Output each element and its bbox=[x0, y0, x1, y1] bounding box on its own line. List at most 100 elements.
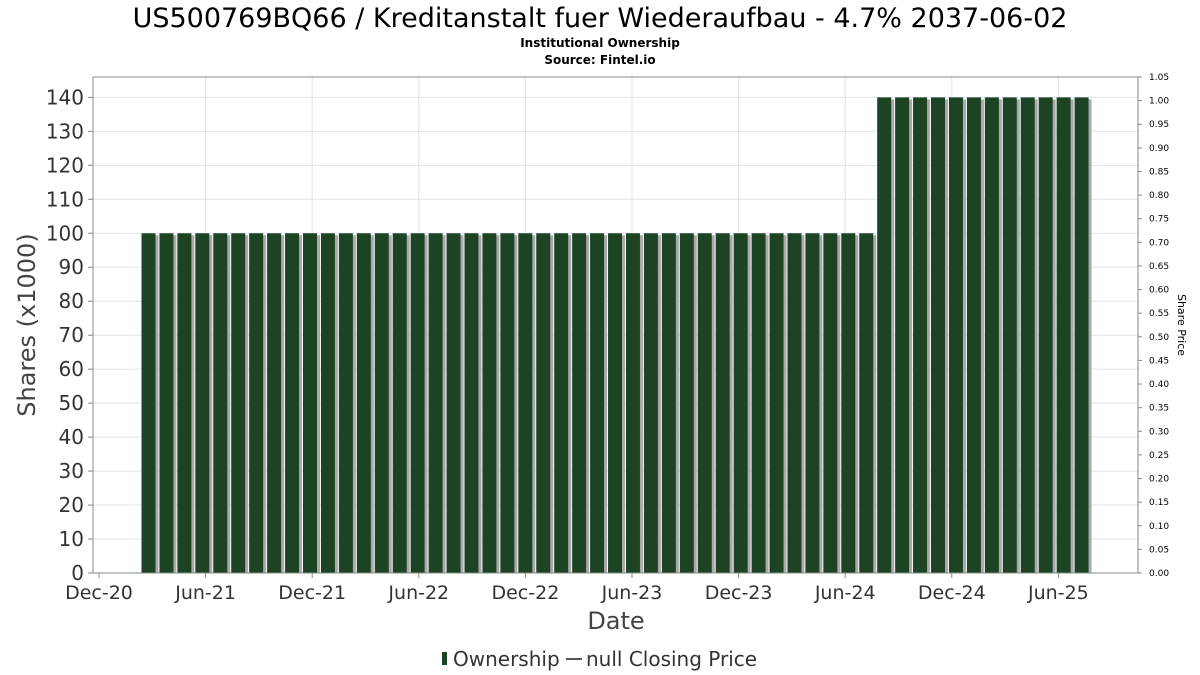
bar-ownership bbox=[392, 233, 407, 573]
y2-tick-label: 0.20 bbox=[1149, 475, 1169, 485]
y-axis-ticks: 0 10 20 30 40 50 60 70 80 90 100 110 120 130 140 bbox=[46, 85, 93, 585]
y2-tick-label: 0.95 bbox=[1149, 120, 1169, 130]
bar-ownership bbox=[302, 233, 317, 573]
x-tick-label: Dec-22 bbox=[491, 582, 559, 604]
bar-ownership bbox=[679, 233, 694, 573]
y2-tick-label: 0.10 bbox=[1149, 522, 1169, 532]
y-tick-label: 10 bbox=[59, 527, 84, 551]
bar-ownership bbox=[141, 233, 156, 573]
y2-tick-label: 1.05 bbox=[1149, 73, 1169, 83]
y2-tick-label: 0.70 bbox=[1149, 238, 1169, 248]
bar-ownership bbox=[643, 233, 658, 573]
y-tick-label: 120 bbox=[46, 153, 84, 177]
x-tick-label: Dec-23 bbox=[705, 582, 773, 604]
y2-tick-label: 0.25 bbox=[1149, 451, 1169, 461]
y2-tick-label: 0.50 bbox=[1149, 333, 1169, 343]
bar-ownership bbox=[697, 233, 712, 573]
legend: Ownership null Closing Price bbox=[442, 647, 757, 671]
bar-ownership bbox=[895, 97, 910, 574]
bar-ownership bbox=[1002, 97, 1017, 574]
bar-ownership bbox=[518, 233, 533, 573]
y-tick-label: 70 bbox=[59, 323, 84, 347]
x-tick-label: Jun-24 bbox=[814, 582, 876, 604]
bar-ownership bbox=[608, 233, 623, 573]
legend-swatch-ownership bbox=[442, 652, 447, 665]
y-tick-label: 30 bbox=[59, 459, 84, 483]
y2-axis-label: Share Price bbox=[1175, 294, 1188, 356]
y2-tick-label: 0.60 bbox=[1149, 286, 1169, 296]
bar-ownership bbox=[195, 233, 210, 573]
bar-ownership bbox=[590, 233, 605, 573]
y2-tick-label: 0.75 bbox=[1149, 215, 1169, 225]
y-tick-label: 40 bbox=[59, 425, 84, 449]
y2-tick-label: 0.40 bbox=[1149, 380, 1169, 390]
bar-ownership bbox=[805, 233, 820, 573]
y-tick-label: 60 bbox=[59, 357, 84, 381]
bar-ownership bbox=[374, 233, 389, 573]
bar-ownership bbox=[356, 233, 371, 573]
bar-ownership bbox=[931, 97, 946, 574]
bar-ownership bbox=[859, 233, 874, 573]
bar-ownership bbox=[482, 233, 497, 573]
bar-ownership bbox=[715, 233, 730, 573]
bar-series-ownership bbox=[141, 97, 1092, 574]
bar-ownership bbox=[787, 233, 802, 573]
legend-label-ownership: Ownership bbox=[453, 647, 560, 671]
bar-ownership bbox=[1020, 97, 1035, 574]
bar-ownership bbox=[841, 233, 856, 573]
bar-ownership bbox=[464, 233, 479, 573]
y-tick-label: 50 bbox=[59, 391, 84, 415]
y2-tick-label: 0.05 bbox=[1149, 545, 1169, 555]
y2-tick-label: 0.35 bbox=[1149, 404, 1169, 414]
bar-ownership bbox=[285, 233, 300, 573]
x-tick-label: Jun-22 bbox=[387, 582, 449, 604]
bar-ownership bbox=[966, 97, 981, 574]
bar-ownership bbox=[320, 233, 335, 573]
x-tick-label: Dec-24 bbox=[918, 582, 986, 604]
x-axis-label: Date bbox=[587, 607, 644, 635]
bar-ownership bbox=[751, 233, 766, 573]
bar-ownership bbox=[554, 233, 569, 573]
bar-ownership bbox=[984, 97, 999, 574]
bar-ownership bbox=[877, 97, 892, 574]
bar-ownership bbox=[536, 233, 551, 573]
y2-tick-label: 0.85 bbox=[1149, 167, 1169, 177]
y-tick-label: 20 bbox=[59, 493, 84, 517]
x-tick-label: Jun-23 bbox=[601, 582, 663, 604]
bar-ownership bbox=[769, 233, 784, 573]
y2-tick-label: 0.45 bbox=[1149, 356, 1169, 366]
y2-tick-label: 1.00 bbox=[1149, 97, 1169, 107]
bar-ownership bbox=[733, 233, 748, 573]
bar-ownership bbox=[338, 233, 353, 573]
bar-ownership bbox=[177, 233, 192, 573]
bar-ownership bbox=[1056, 97, 1071, 574]
x-axis-ticks: Dec-20 Jun-21 Dec-21 Jun-22 Dec-22 Jun-23 Dec-… bbox=[65, 573, 1089, 604]
bar-ownership bbox=[446, 233, 461, 573]
bar-ownership bbox=[500, 233, 515, 573]
bar-ownership bbox=[625, 233, 640, 573]
legend-label-closing-price: null Closing Price bbox=[586, 647, 757, 671]
y2-tick-label: 0.80 bbox=[1149, 191, 1169, 201]
chart-title: US500769BQ66 / Kreditanstalt fuer Wieder… bbox=[133, 3, 1068, 34]
bar-ownership bbox=[410, 233, 425, 573]
y-tick-label: 90 bbox=[59, 255, 84, 279]
plot-border bbox=[92, 76, 1139, 574]
y-axis-label: Shares (x1000) bbox=[13, 233, 41, 416]
x-tick-label: Jun-25 bbox=[1027, 582, 1089, 604]
bar-ownership bbox=[231, 233, 246, 573]
bar-ownership bbox=[823, 233, 838, 573]
y2-tick-label: 0.30 bbox=[1149, 427, 1169, 437]
y-tick-label: 80 bbox=[59, 289, 84, 313]
bar-ownership bbox=[661, 233, 676, 573]
y-tick-label: 100 bbox=[46, 221, 84, 245]
x-tick-label: Dec-20 bbox=[65, 582, 133, 604]
bar-ownership bbox=[213, 233, 228, 573]
bar-ownership bbox=[1074, 97, 1089, 574]
y2-tick-label: 0.00 bbox=[1149, 569, 1169, 579]
bar-ownership bbox=[428, 233, 443, 573]
y-tick-label: 0 bbox=[71, 561, 84, 585]
y2-tick-label: 0.90 bbox=[1149, 144, 1169, 154]
y2-tick-label: 0.65 bbox=[1149, 262, 1169, 272]
bar-ownership bbox=[249, 233, 264, 573]
bar-ownership bbox=[948, 97, 963, 574]
